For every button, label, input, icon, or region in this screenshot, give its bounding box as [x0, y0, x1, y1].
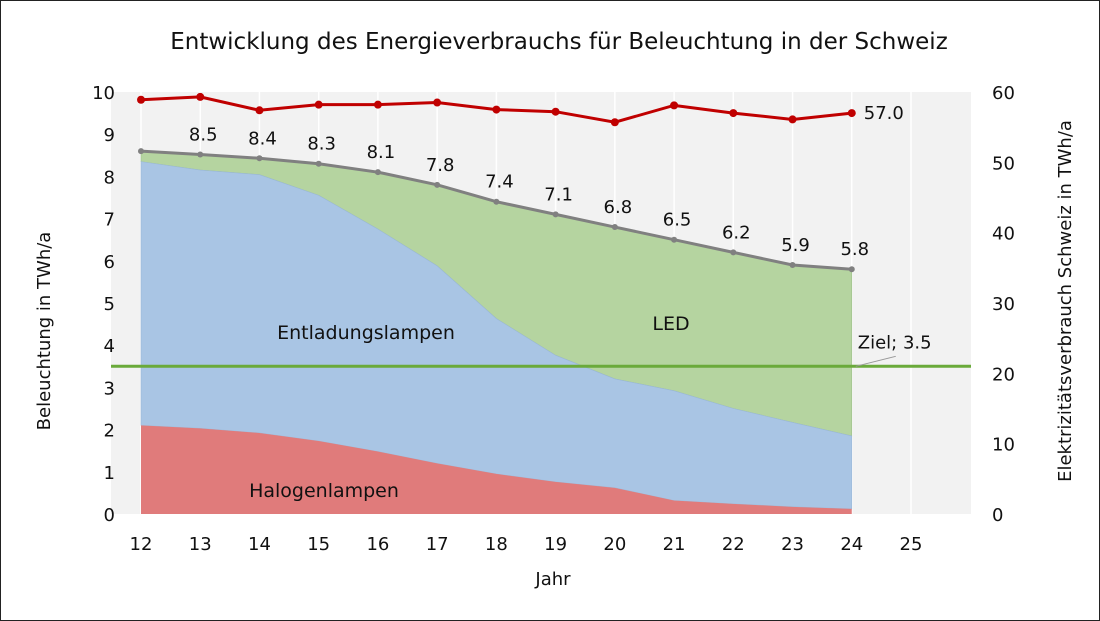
y2-tick-40: 40: [992, 224, 1015, 245]
electricity-point-14: [255, 106, 264, 115]
y-tick-0: 0: [104, 505, 115, 526]
y-tick-1: 1: [104, 463, 115, 484]
y-tick-7: 7: [104, 210, 115, 231]
y-axis-title: Beleuchtung in TWh/a: [34, 232, 55, 431]
y2-tick-30: 30: [992, 294, 1015, 315]
target-label: Ziel; 3.5: [858, 332, 932, 353]
total-label-14: 8.4: [248, 128, 277, 149]
electricity-point-12: [137, 95, 145, 104]
x-tick-15: 15: [307, 534, 330, 555]
total-point-20: [611, 224, 618, 231]
x-tick-13: 13: [189, 534, 212, 555]
y-tick-3: 3: [104, 378, 115, 399]
area-halogen-lamps: [141, 425, 852, 514]
x-tick-12: 12: [130, 534, 153, 555]
x-tick-23: 23: [781, 534, 804, 555]
y2-tick-0: 0: [992, 505, 1003, 526]
total-point-24: [848, 266, 855, 273]
y-tick-6: 6: [104, 252, 115, 273]
total-point-22: [730, 249, 737, 256]
electricity-point-21: [670, 101, 679, 110]
x-tick-16: 16: [366, 534, 389, 555]
y-tick-5: 5: [104, 294, 115, 315]
x-tick-17: 17: [426, 534, 449, 555]
x-axis-title: Jahr: [534, 569, 571, 590]
electricity-point-16: [373, 100, 382, 109]
y-tick-9: 9: [104, 125, 115, 146]
data-labels: Ziel; 3.5 8.5 8.4 8.3 8.1 7.8 7.4 7.1 6.8 6.5 6.2 5…: [189, 103, 932, 353]
x-tick-20: 20: [603, 534, 626, 555]
x-tick-24: 24: [840, 534, 863, 555]
total-label-21: 6.5: [663, 210, 692, 231]
x-tick-14: 14: [248, 534, 271, 555]
axes: 12 13 14 15 16 17 18 19 20 21 22 23 24 25012345678910…: [92, 83, 1015, 555]
total-label-17: 7.8: [426, 155, 455, 176]
total-label-13: 8.5: [189, 124, 218, 145]
total-point-13: [197, 151, 204, 158]
total-label-19: 7.1: [544, 184, 573, 205]
total-point-19: [552, 211, 559, 218]
x-tick-25: 25: [900, 534, 923, 555]
area-label-led: LED: [652, 313, 689, 335]
chart-title: Entwicklung des Energieverbrauchs für Be…: [170, 29, 948, 55]
x-tick-19: 19: [544, 534, 567, 555]
y-tick-8: 8: [104, 167, 115, 188]
y-tick-4: 4: [104, 336, 115, 357]
total-point-21: [671, 236, 678, 243]
total-point-23: [789, 262, 796, 269]
x-tick-22: 22: [722, 534, 745, 555]
y2-axis-title: Elektrizitätsverbrauch Schweiz in TWh/a: [1055, 120, 1076, 482]
total-label-18: 7.4: [485, 172, 514, 193]
total-label-15: 8.3: [307, 134, 336, 155]
electricity-point-19: [551, 107, 560, 116]
y2-tick-20: 20: [992, 364, 1015, 385]
total-label-20: 6.8: [604, 197, 633, 218]
y2-tick-60: 60: [992, 83, 1015, 104]
electricity-point-18: [492, 105, 501, 114]
total-label-16: 8.1: [367, 142, 396, 163]
series-points: [137, 92, 856, 273]
total-label-23: 5.9: [781, 235, 810, 256]
target-leader-line: [855, 355, 896, 367]
electricity-point-20: [610, 118, 619, 127]
electricity-point-22: [729, 109, 738, 118]
x-tick-18: 18: [485, 534, 508, 555]
y-tick-2: 2: [104, 421, 115, 442]
y-tick-10: 10: [92, 83, 115, 104]
area-label-halogen: Halogenlampen: [249, 480, 399, 502]
total-point-15: [315, 160, 322, 167]
electricity-point-15: [314, 100, 323, 109]
y2-tick-10: 10: [992, 435, 1015, 456]
electricity-point-13: [196, 92, 205, 101]
electricity-point-23: [788, 115, 797, 124]
total-point-12: [138, 148, 144, 155]
total-point-18: [493, 198, 500, 205]
total-label-22: 6.2: [722, 222, 751, 243]
total-point-16: [374, 169, 381, 176]
total-point-17: [434, 181, 441, 188]
y2-tick-50: 50: [992, 153, 1015, 174]
electricity-point-17: [433, 98, 442, 107]
total-label-24: 5.8: [840, 239, 869, 260]
electricity-point-24: [847, 109, 856, 118]
area-label-discharge: Entladungslampen: [277, 322, 455, 344]
x-tick-21: 21: [663, 534, 686, 555]
electricity-end-label: 57.0: [864, 103, 904, 124]
total-point-14: [256, 155, 263, 162]
stacked-areas: [140, 150, 853, 514]
